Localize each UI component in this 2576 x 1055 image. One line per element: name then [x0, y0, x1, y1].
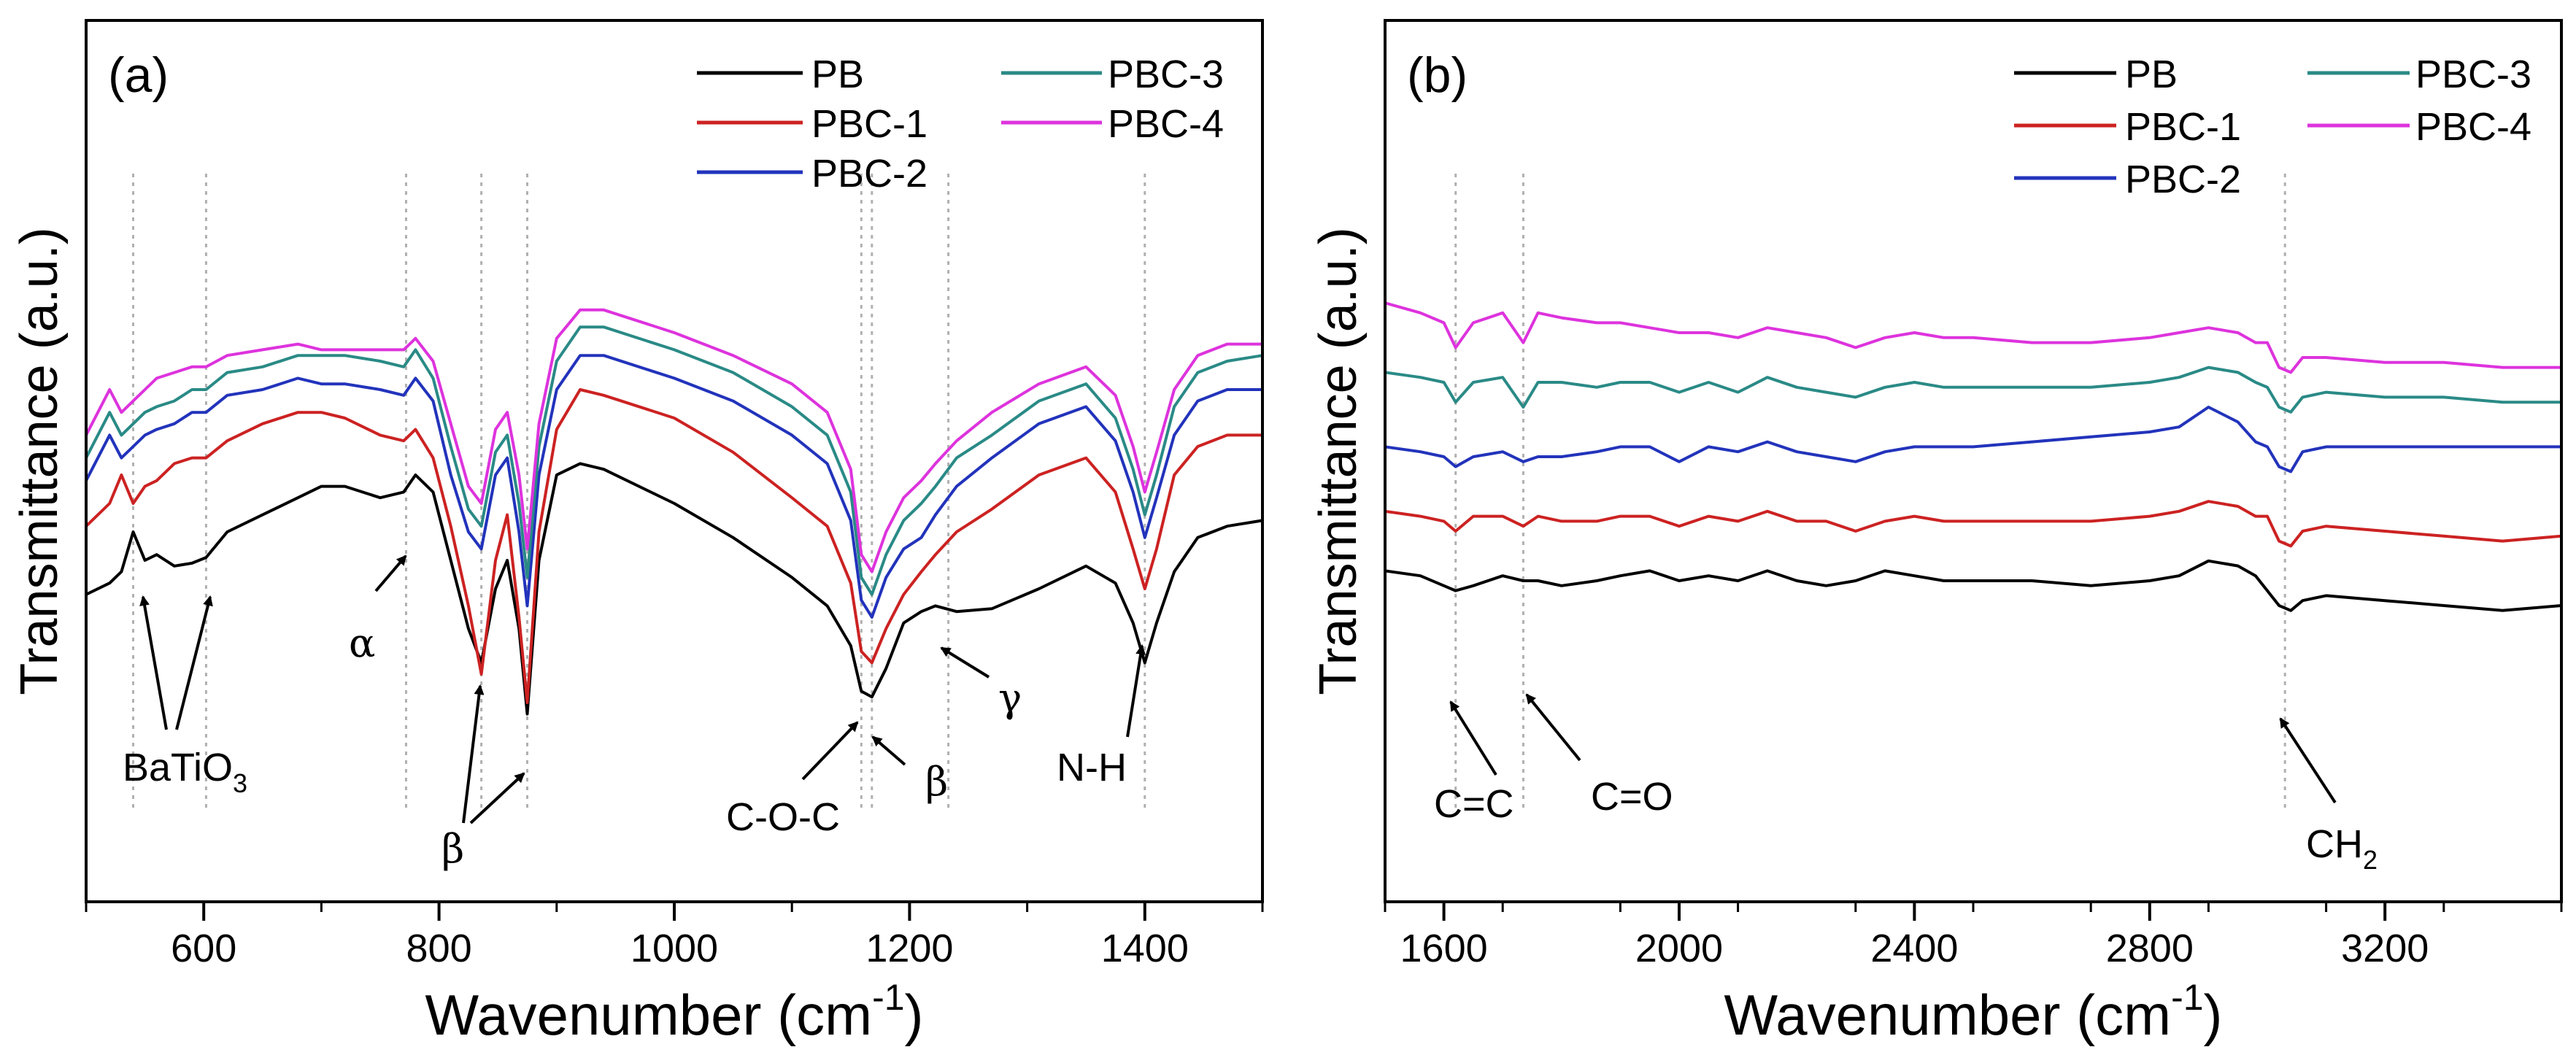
legend-item: PBC-1 — [2014, 105, 2241, 149]
annotation-arrow — [469, 772, 525, 824]
annotation-alpha: α — [349, 554, 407, 666]
legend-label: PBC-4 — [2415, 105, 2531, 149]
annotation-arrow — [139, 595, 168, 730]
legend-label: PBC-3 — [2415, 53, 2531, 96]
series-line-pb — [1384, 559, 2562, 612]
x-tick-label: 1000 — [630, 927, 718, 970]
x-tick-label: 2000 — [1635, 927, 1723, 970]
legend-label: PBC-3 — [1108, 53, 1224, 96]
series-line-pb — [85, 462, 1263, 716]
series-line-pbc-4 — [1384, 301, 2561, 374]
reference-lines — [131, 174, 1146, 808]
annotation-co: C=O — [1525, 693, 1673, 819]
x-tick-label: 2400 — [1870, 927, 1958, 970]
x-tick-label: 1600 — [1400, 927, 1488, 970]
annotation-arrow — [374, 554, 407, 592]
legend-label: PBC-4 — [1108, 102, 1224, 146]
annotation-label: BaTiO3 — [123, 746, 247, 798]
annotation-arrow — [801, 721, 859, 781]
x-tick-label: 3200 — [2341, 927, 2429, 970]
annotation-arrow — [462, 684, 485, 824]
annotation-arrow — [175, 595, 213, 730]
annotation-label: γ — [998, 675, 1022, 721]
legend-label: PB — [811, 53, 864, 96]
legend-item: PBC-3 — [1001, 53, 1224, 96]
annotation-nh: N-H — [1057, 644, 1146, 789]
annotation-label: CH2 — [2306, 822, 2378, 875]
legend-item: PBC-2 — [2014, 158, 2241, 201]
series-line-pbc-3 — [1384, 366, 2561, 414]
x-tick-label: 1200 — [865, 927, 953, 970]
annotation-label: C=C — [1434, 782, 1514, 826]
annotation-label: C=O — [1591, 775, 1673, 819]
annotation-beta-2: β — [871, 735, 948, 805]
series-group — [85, 308, 1263, 716]
plot-frame — [1384, 19, 2563, 903]
annotation-label: C-O-C — [726, 795, 840, 839]
legend-label: PBC-1 — [811, 102, 928, 146]
legend: PB PBC-1 PBC-2 PBC-3 PBC-4 — [697, 53, 1224, 196]
annotation-cc: C=C — [1434, 700, 1514, 826]
legend-item: PBC-1 — [697, 102, 928, 146]
annotation-arrow — [940, 646, 990, 679]
legend-item: PBC-4 — [1001, 102, 1224, 146]
legend-item: PBC-4 — [2307, 105, 2531, 149]
legend-item: PBC-2 — [697, 152, 928, 196]
x-tick-label: 600 — [171, 927, 236, 970]
annotation-arrow — [2279, 717, 2337, 804]
annotation-beta-1: β — [441, 684, 525, 872]
series-line-pbc-1 — [1384, 500, 2562, 548]
annotation-label: β — [925, 759, 948, 805]
x-tick-label: 800 — [406, 927, 472, 970]
annotation-arrow — [1525, 693, 1581, 762]
x-tick-label: 2800 — [2106, 927, 2194, 970]
series-line-pbc-2 — [1384, 406, 2561, 474]
annotation-ch2: CH2 — [2279, 717, 2378, 875]
series-line-pbc-1 — [85, 388, 1262, 704]
series-line-pbc-3 — [85, 325, 1263, 596]
series-line-pbc-4 — [85, 308, 1262, 573]
annotation-gamma: γ — [940, 646, 1022, 721]
annotation-coc: C-O-C — [726, 721, 859, 839]
y-axis-label: Transmittance (a.u.) — [1309, 227, 1368, 695]
x-axis-label: Wavenumber (cm-1) — [1724, 977, 2222, 1047]
series-line-pbc-2 — [85, 354, 1262, 619]
annotation-label: β — [441, 826, 464, 872]
panel-label: (a) — [108, 47, 169, 103]
panel-b: 1600 2000 2400 2800 3200 (b) Transmittance (… — [1309, 19, 2563, 1047]
legend-label: PBC-2 — [811, 152, 928, 196]
annotation-batio3: BaTiO3 — [123, 595, 247, 798]
x-axis-ticks: 1600 2000 2400 2800 3200 — [1384, 902, 2563, 970]
x-tick-label: 1400 — [1101, 927, 1189, 970]
annotation-arrow — [1126, 644, 1146, 738]
reference-lines — [1454, 174, 2286, 808]
legend-label: PBC-2 — [2125, 158, 2241, 201]
annotation-label: α — [349, 620, 375, 666]
annotation-label: N-H — [1057, 746, 1127, 789]
panel-label: (b) — [1407, 47, 1468, 103]
legend-item: PB — [697, 53, 864, 96]
legend-label: PBC-1 — [2125, 105, 2241, 149]
series-group — [1384, 301, 2562, 612]
legend-item: PB — [2014, 53, 2178, 96]
x-axis-label: Wavenumber (cm-1) — [425, 977, 923, 1047]
legend-item: PBC-3 — [2307, 53, 2531, 96]
legend-label: PB — [2125, 53, 2178, 96]
annotation-arrow — [871, 735, 906, 766]
panel-a: 600 800 1000 1200 1400 (a) Transmittance (a.… — [10, 19, 1264, 1047]
y-axis-label: Transmittance (a.u.) — [10, 227, 69, 695]
legend: PB PBC-1 PBC-2 PBC-3 PBC-4 — [2014, 53, 2531, 201]
x-axis-ticks: 600 800 1000 1200 1400 — [85, 902, 1264, 970]
annotation-arrow — [1449, 700, 1497, 776]
